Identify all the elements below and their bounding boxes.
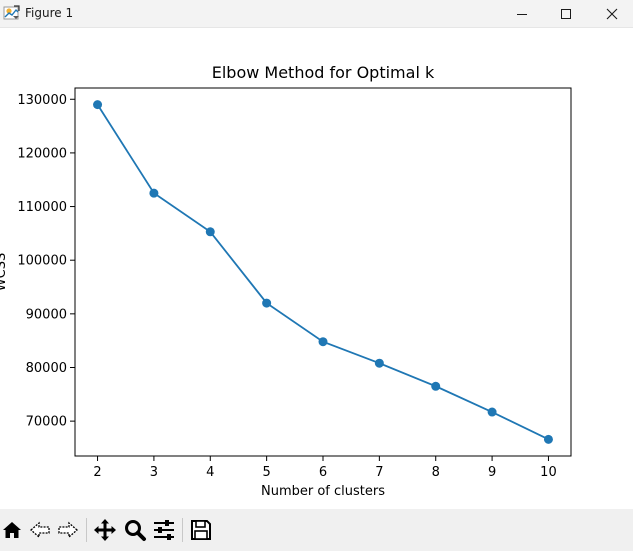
- figure-canvas[interactable]: Elbow Method for Optimal k 70000 80000 9000…: [0, 28, 633, 509]
- data-point: [318, 337, 328, 347]
- pan-button[interactable]: [93, 518, 117, 542]
- y-tick-label: 90000: [26, 307, 67, 322]
- data-point: [93, 100, 103, 110]
- x-tick-label: 10: [540, 465, 557, 480]
- y-tick-label: 100000: [17, 254, 67, 269]
- data-point: [149, 188, 159, 198]
- y-tick-label: 80000: [26, 361, 67, 376]
- toolbar-separator: [182, 518, 183, 542]
- navigation-toolbar: [0, 509, 633, 551]
- window-title: Figure 1: [25, 6, 74, 20]
- x-tick-label: 3: [150, 465, 158, 480]
- configure-subplots-button[interactable]: [152, 518, 176, 542]
- pan-move-icon: [93, 518, 117, 542]
- home-button[interactable]: [0, 518, 24, 542]
- zoom-magnifier-icon: [123, 518, 147, 542]
- home-icon: [1, 519, 23, 541]
- x-axis-label: Number of clusters: [261, 484, 385, 499]
- back-button[interactable]: [28, 518, 52, 542]
- minimize-button[interactable]: [499, 0, 545, 28]
- minimize-icon: [516, 8, 528, 20]
- data-point: [487, 407, 497, 417]
- y-tick-label: 110000: [17, 200, 67, 215]
- data-point: [262, 298, 272, 308]
- save-floppy-icon: [190, 519, 212, 541]
- x-tick-label: 9: [488, 465, 496, 480]
- data-point: [205, 227, 215, 237]
- matplotlib-figure-icon: [3, 4, 21, 22]
- save-button[interactable]: [189, 518, 213, 542]
- x-tick-label: 4: [206, 465, 214, 480]
- series-line: [96, 104, 549, 441]
- forward-arrow-icon: [57, 519, 79, 541]
- zoom-button[interactable]: [123, 518, 147, 542]
- toolbar-separator: [86, 518, 87, 542]
- close-icon: [606, 8, 618, 20]
- data-point: [374, 358, 384, 368]
- close-button[interactable]: [589, 0, 633, 28]
- forward-button[interactable]: [56, 518, 80, 542]
- y-axis-label: WCSS: [0, 253, 9, 291]
- y-tick-label: 120000: [17, 146, 67, 161]
- title-bar[interactable]: Figure 1: [0, 0, 633, 28]
- back-arrow-icon: [29, 519, 51, 541]
- data-point: [431, 381, 441, 391]
- elbow-chart: Elbow Method for Optimal k 70000 80000 9000…: [0, 63, 572, 499]
- y-tick-label: 70000: [26, 415, 67, 430]
- x-tick-label: 5: [262, 465, 270, 480]
- configure-subplots-icon: [152, 518, 176, 542]
- plot-frame: [74, 87, 572, 457]
- x-tick-label: 6: [319, 465, 327, 480]
- x-tick-label: 8: [432, 465, 440, 480]
- y-tick-label: 130000: [17, 93, 67, 108]
- chart-title: Elbow Method for Optimal k: [212, 63, 435, 82]
- x-tick-label: 2: [93, 465, 101, 480]
- data-point: [543, 434, 553, 444]
- maximize-button[interactable]: [543, 0, 589, 28]
- maximize-icon: [560, 8, 572, 20]
- x-tick-label: 7: [375, 465, 383, 480]
